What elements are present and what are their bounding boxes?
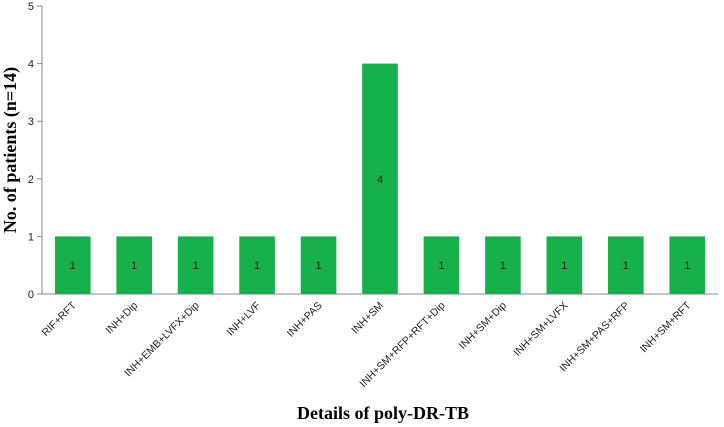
y-tick-label: 5 xyxy=(28,1,34,13)
bar xyxy=(423,236,460,294)
bar-data-label: 1 xyxy=(254,260,260,272)
x-category-label: INH+SM+LVFX xyxy=(511,300,570,359)
bar xyxy=(116,236,153,294)
x-category-label: INH+SM xyxy=(349,300,386,337)
bar xyxy=(546,236,583,294)
bar xyxy=(177,236,214,294)
x-axis-title: Details of poly-DR-TB xyxy=(297,403,469,423)
bar-data-label: 1 xyxy=(315,260,321,272)
bar xyxy=(239,236,275,294)
bar-data-label: 1 xyxy=(438,260,444,272)
bar-data-label: 1 xyxy=(684,260,690,272)
bar xyxy=(54,236,91,294)
bar-data-label: 1 xyxy=(131,260,137,272)
x-category-label: RIF+RFT xyxy=(40,299,80,339)
x-category-label: INH+SM+RFT xyxy=(638,299,694,355)
x-category-label: INH+SM+Dip xyxy=(457,300,509,352)
bar-data-label: 1 xyxy=(561,260,567,272)
bar xyxy=(300,236,337,294)
bar-data-label: 1 xyxy=(500,260,506,272)
y-tick-label: 1 xyxy=(28,231,34,243)
bar xyxy=(485,236,521,294)
y-tick-label: 0 xyxy=(28,289,34,301)
bar-data-label: 1 xyxy=(623,260,629,272)
y-tick-label: 2 xyxy=(28,174,34,186)
bar xyxy=(669,236,706,294)
x-category-label: INH+Dip xyxy=(104,300,141,337)
x-category-label: INH+SM+PAS+RFP xyxy=(557,300,632,375)
y-ticks: 0 1 2 3 4 5 xyxy=(28,1,42,301)
bar xyxy=(607,236,644,294)
bar-data-label: 1 xyxy=(193,260,199,272)
x-category-label: INH+PAS xyxy=(285,300,325,340)
bar xyxy=(362,63,398,294)
y-axis-title: No. of patients (n=14) xyxy=(0,67,21,233)
bars: 1 1 1 1 1 4 1 1 1 1 1 xyxy=(54,63,706,294)
bar-data-label: 4 xyxy=(377,174,383,186)
y-tick-label: 4 xyxy=(28,59,34,71)
x-category-label: INH+LVF xyxy=(225,300,264,339)
bar-data-label: 1 xyxy=(70,260,76,272)
y-tick-label: 3 xyxy=(28,116,34,128)
